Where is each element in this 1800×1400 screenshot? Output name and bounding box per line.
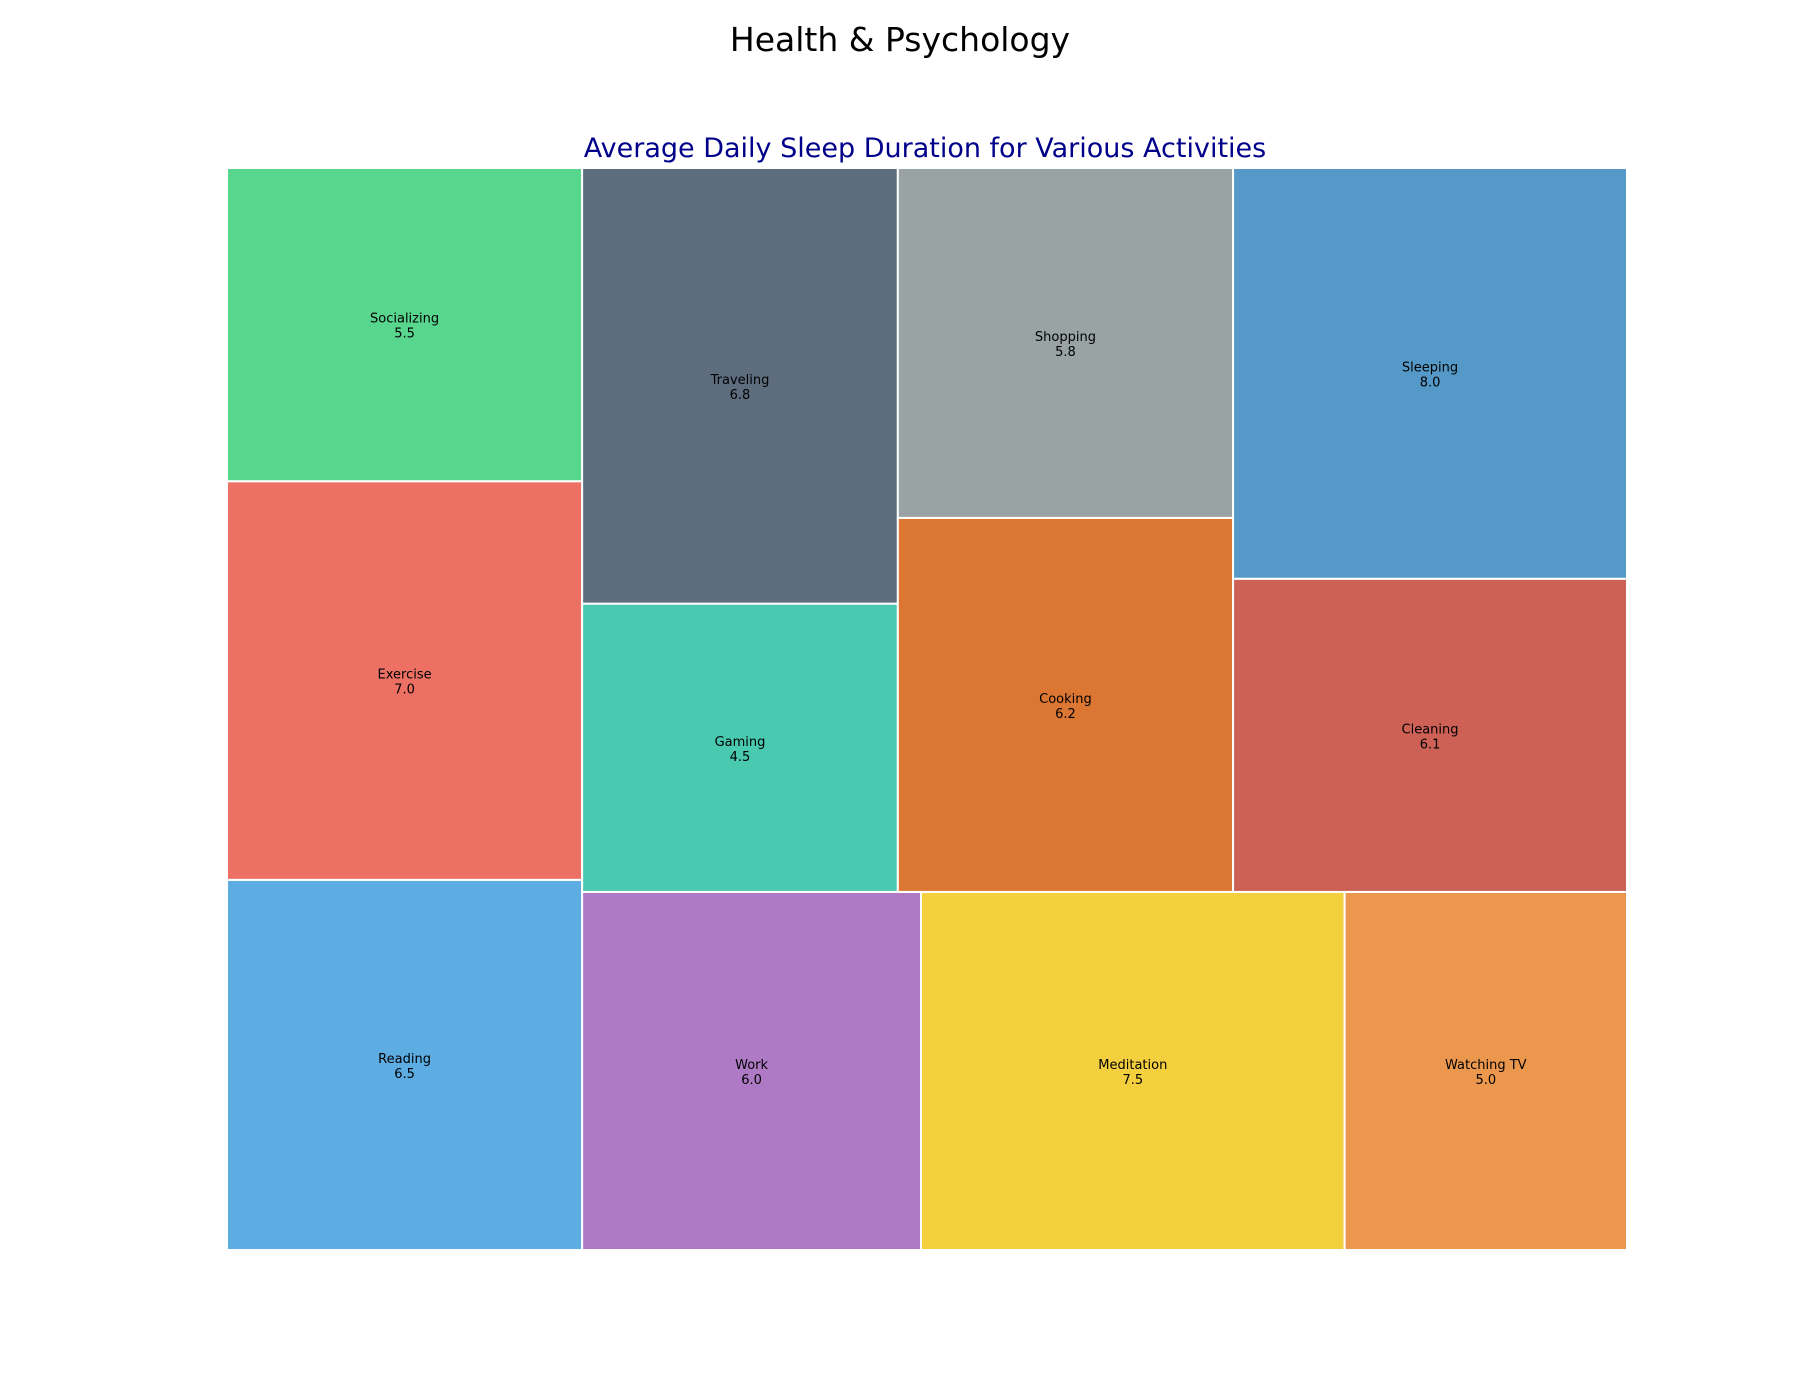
tile-label: Cleaning [1402,722,1459,737]
chart-title: Average Daily Sleep Duration for Various… [583,133,1267,164]
figure-title: Health & Psychology [729,20,1071,59]
tile-label: Watching TV [1445,1058,1527,1073]
tile-rect [896,167,1235,519]
tile-value: 5.8 [1055,345,1076,360]
tile-label: Reading [378,1052,431,1067]
tile-value: 7.0 [394,683,415,698]
tile-rect [581,602,899,893]
tile-rect [896,516,1235,893]
tile-label: Traveling [710,373,770,388]
tile-rect [920,890,1346,1251]
tile-value: 6.0 [741,1073,762,1088]
tile-rect [1232,577,1628,893]
tile-value: 6.1 [1420,737,1441,752]
tile-rect [1232,167,1628,580]
tile-watching-tv: Watching TV5.0 [1343,890,1628,1251]
tile-label: Shopping [1035,330,1096,345]
tile-value: 5.0 [1475,1073,1496,1088]
tile-value: 6.5 [394,1067,415,1082]
tile-label: Cooking [1039,692,1092,707]
tile-value: 5.5 [394,327,415,342]
tile-rect [226,167,584,483]
tile-label: Meditation [1098,1058,1167,1073]
tile-label: Sleeping [1402,360,1458,375]
tile-label: Exercise [378,668,432,683]
tile-label: Gaming [715,735,766,750]
tile-value: 8.0 [1420,375,1441,390]
tile-rect [1343,890,1628,1251]
tile-rect [226,878,584,1251]
tile-rect [581,167,899,605]
tile-value: 6.8 [730,388,751,403]
tile-label: Socializing [370,312,439,327]
tile-label: Work [735,1058,768,1073]
tile-value: 7.5 [1122,1073,1143,1088]
tile-value: 6.2 [1055,707,1076,722]
tile-value: 4.5 [730,750,751,765]
